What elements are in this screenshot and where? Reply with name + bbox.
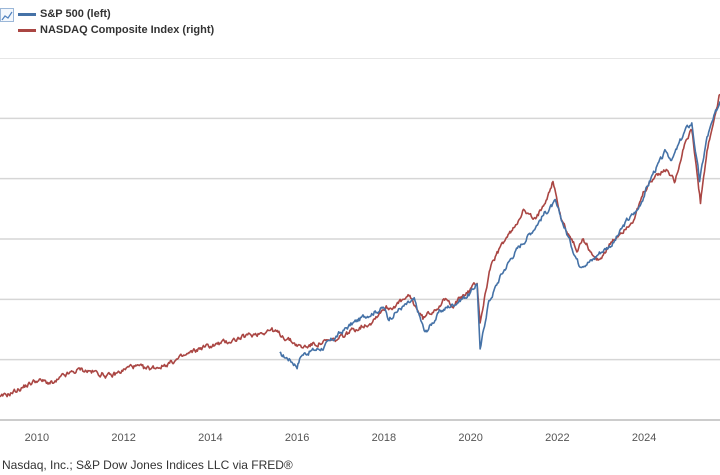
x-tick-label: 2018 (372, 432, 396, 444)
x-tick-label: 2014 (198, 432, 222, 444)
series-line-nasdaq (0, 93, 720, 398)
gridlines (0, 57, 720, 421)
chart-legend: S&P 500 (left) NASDAQ Composite Index (r… (0, 6, 214, 38)
legend-label-nasdaq: NASDAQ Composite Index (right) (40, 24, 215, 36)
x-tick-label: 2016 (285, 432, 309, 444)
line-chart-icon (1, 11, 13, 21)
legend-item-nasdaq[interactable]: NASDAQ Composite Index (right) (18, 22, 214, 38)
series-line-sp500 (279, 101, 720, 370)
legend-list: S&P 500 (left) NASDAQ Composite Index (r… (18, 6, 214, 38)
x-tick-label: 2024 (632, 432, 656, 444)
x-tick-label: 2020 (458, 432, 482, 444)
series-lines (0, 93, 720, 398)
legend-swatch-nasdaq (18, 28, 36, 32)
source-note: Nasdaq, Inc.; S&P Dow Jones Indices LLC … (2, 458, 293, 472)
legend-swatch-sp500 (18, 12, 36, 16)
x-tick-label: 2012 (111, 432, 135, 444)
legend-item-sp500[interactable]: S&P 500 (left) (18, 6, 214, 22)
line-chart: 2010 2012 2014 2016 2018 2020 2022 2024 (0, 57, 720, 444)
x-axis: 2010 2012 2014 2016 2018 2020 2022 2024 (25, 432, 657, 444)
chart-area: 2010 2012 2014 2016 2018 2020 2022 2024 (0, 57, 720, 458)
chart-type-icon[interactable] (0, 8, 14, 22)
x-tick-label: 2022 (545, 432, 569, 444)
x-tick-label: 2010 (25, 432, 49, 444)
legend-label-sp500: S&P 500 (left) (40, 8, 111, 20)
